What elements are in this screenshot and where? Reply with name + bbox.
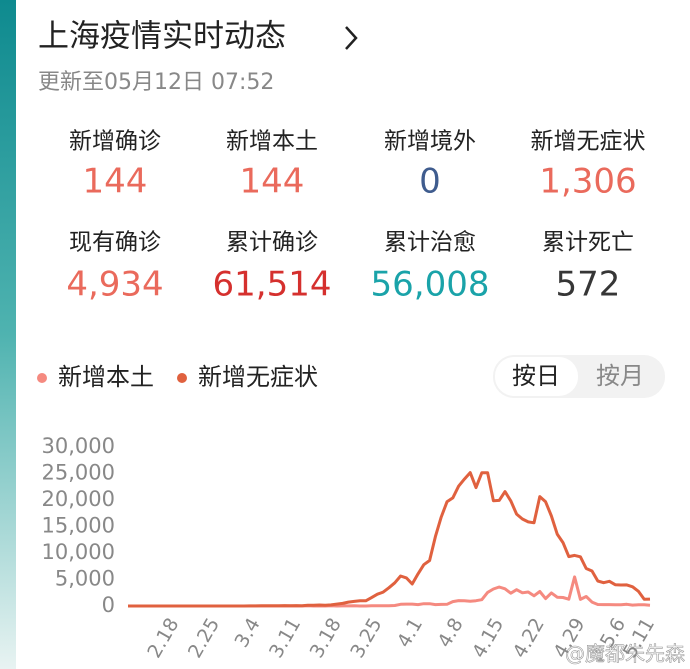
legend-dot: [37, 373, 47, 383]
toggle-month[interactable]: 按月: [596, 362, 644, 390]
stat-value: 61,514: [213, 265, 332, 305]
stat-label: 新增确诊: [69, 129, 161, 155]
x-tick-label: 3.25: [346, 614, 386, 662]
stat-value: 1,306: [539, 162, 636, 202]
stat-label: 新增本土: [226, 129, 318, 155]
toggle-day[interactable]: 按日: [512, 362, 560, 390]
stat-label: 累计死亡: [542, 230, 634, 256]
y-tick-label: 5,000: [55, 567, 115, 591]
stat-value: 56,008: [371, 265, 490, 305]
legend-label: 新增本土: [58, 363, 154, 391]
y-tick-label: 0: [102, 593, 115, 617]
page-title[interactable]: 上海疫情实时动态: [38, 19, 286, 55]
watermark: @魔都朱先森: [565, 642, 685, 666]
chevron-icon[interactable]: [345, 26, 358, 50]
stat-value: 144: [240, 162, 305, 202]
x-tick-label: 2.18: [143, 614, 183, 662]
stat-value: 0: [419, 162, 441, 202]
x-tick-label: 3.11: [265, 614, 305, 662]
stat-value: 144: [83, 162, 148, 202]
x-tick-label: 2.25: [184, 614, 224, 662]
x-tick-label: 3.18: [306, 614, 346, 662]
stat-label: 累计治愈: [384, 230, 476, 256]
x-tick-label: 4.22: [509, 614, 549, 662]
side-strip: [0, 0, 16, 669]
stat-value: 572: [556, 265, 621, 305]
y-tick-label: 25,000: [42, 461, 115, 485]
stat-label: 累计确诊: [226, 230, 318, 256]
series-line: [128, 575, 651, 608]
y-tick-label: 20,000: [42, 487, 115, 511]
y-tick-label: 30,000: [42, 434, 115, 458]
x-tick-label: 4.1: [393, 614, 427, 651]
y-tick-label: 15,000: [42, 514, 115, 538]
x-tick-label: 3.4: [231, 614, 265, 651]
y-tick-label: 10,000: [42, 540, 115, 564]
update-time: 更新至05月12日 07:52: [38, 70, 274, 95]
legend-label: 新增无症状: [198, 363, 318, 391]
stat-label: 新增无症状: [531, 129, 646, 155]
stat-label: 现有确诊: [69, 230, 161, 256]
stat-value: 4,934: [66, 265, 163, 305]
toggle-active: [495, 357, 578, 396]
x-tick-label: 4.8: [434, 614, 468, 651]
series-line: [128, 471, 651, 608]
stat-label: 新增境外: [384, 129, 476, 155]
legend-dot: [177, 373, 187, 383]
x-tick-label: 4.15: [468, 614, 508, 662]
